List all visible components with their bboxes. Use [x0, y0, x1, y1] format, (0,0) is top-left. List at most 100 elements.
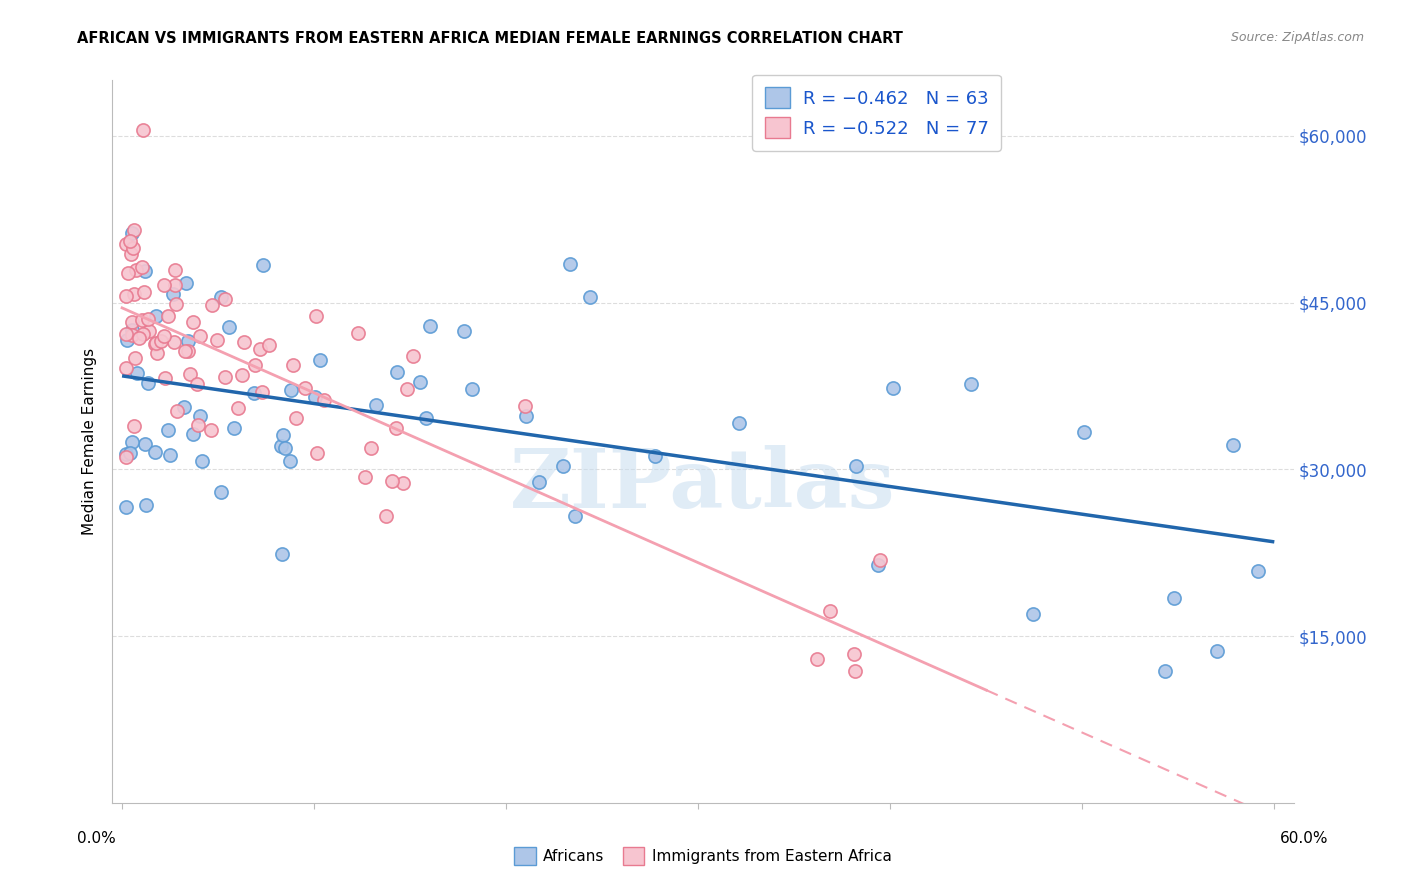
Point	[243, 386, 266, 401]
Point	[231, 368, 253, 382]
Point	[131, 313, 153, 327]
Point	[143, 445, 166, 459]
Point	[415, 411, 437, 425]
Point	[402, 350, 425, 364]
Point	[560, 257, 582, 271]
Point	[1247, 565, 1270, 579]
Point	[278, 454, 301, 468]
Point	[166, 403, 188, 417]
Point	[392, 475, 415, 490]
Point	[115, 500, 138, 514]
Point	[125, 263, 148, 277]
Point	[644, 449, 666, 463]
Point	[152, 277, 174, 292]
Point	[117, 266, 139, 280]
Point	[121, 226, 143, 240]
Point	[132, 327, 155, 342]
Point	[728, 416, 751, 430]
Point	[224, 421, 246, 435]
Point	[132, 285, 155, 300]
Point	[115, 288, 138, 302]
Point	[132, 123, 155, 137]
Point	[284, 411, 307, 425]
Point	[214, 369, 236, 384]
Point	[188, 329, 211, 343]
Point	[307, 445, 329, 459]
Point	[226, 401, 249, 416]
Point	[211, 290, 233, 304]
Point	[122, 223, 145, 237]
Point	[165, 296, 187, 310]
Point	[513, 399, 536, 413]
Point	[156, 423, 179, 437]
Point	[1163, 591, 1185, 606]
Point	[579, 290, 602, 304]
Point	[818, 604, 841, 618]
Point	[461, 382, 484, 396]
Point	[121, 323, 143, 337]
Point	[138, 325, 160, 339]
Point	[385, 366, 408, 380]
Point	[280, 383, 302, 397]
Point	[252, 258, 274, 272]
Point	[259, 338, 281, 352]
Point	[233, 335, 256, 350]
Point	[1073, 425, 1095, 440]
Text: AFRICAN VS IMMIGRANTS FROM EASTERN AFRICA MEDIAN FEMALE EARNINGS CORRELATION CHA: AFRICAN VS IMMIGRANTS FROM EASTERN AFRIC…	[77, 31, 903, 46]
Point	[143, 337, 166, 351]
Point	[131, 260, 153, 274]
Point	[283, 358, 305, 372]
Point	[273, 441, 295, 455]
Point	[207, 333, 229, 347]
Point	[396, 382, 419, 396]
Point	[360, 441, 382, 455]
Point	[128, 331, 150, 345]
Point	[120, 247, 142, 261]
Point	[173, 344, 195, 359]
Point	[271, 428, 294, 442]
Point	[527, 475, 550, 490]
Point	[118, 445, 141, 459]
Point	[179, 368, 201, 382]
Point	[121, 434, 143, 449]
Point	[419, 318, 441, 333]
Point	[159, 448, 181, 462]
Text: Source: ZipAtlas.com: Source: ZipAtlas.com	[1230, 31, 1364, 45]
Point	[294, 381, 316, 395]
Point	[163, 263, 186, 277]
Point	[183, 427, 205, 442]
Point	[138, 311, 160, 326]
Point	[115, 360, 138, 375]
Point	[153, 328, 176, 343]
Point	[844, 664, 866, 678]
Y-axis label: Median Female Earnings: Median Female Earnings	[82, 348, 97, 535]
Point	[115, 333, 138, 347]
Point	[201, 297, 224, 311]
Point	[136, 376, 159, 390]
Point	[409, 376, 432, 390]
Point	[243, 359, 266, 373]
Point	[515, 409, 537, 423]
Point	[163, 335, 186, 350]
Point	[308, 352, 330, 367]
Point	[176, 276, 198, 290]
Point	[214, 292, 236, 306]
Point	[163, 277, 186, 292]
Point	[312, 392, 335, 407]
Point	[176, 334, 198, 348]
Point	[191, 453, 214, 467]
Point	[845, 459, 868, 474]
Point	[364, 398, 387, 412]
Point	[145, 336, 167, 351]
Point	[869, 553, 891, 567]
Point	[304, 390, 326, 404]
Point	[385, 421, 408, 435]
Point	[271, 548, 294, 562]
Point	[866, 558, 889, 572]
Point	[153, 371, 176, 385]
Text: ZIPatlas: ZIPatlas	[510, 445, 896, 524]
Point	[249, 342, 271, 356]
Point	[135, 498, 157, 512]
Point	[186, 376, 208, 391]
Point	[553, 458, 575, 473]
